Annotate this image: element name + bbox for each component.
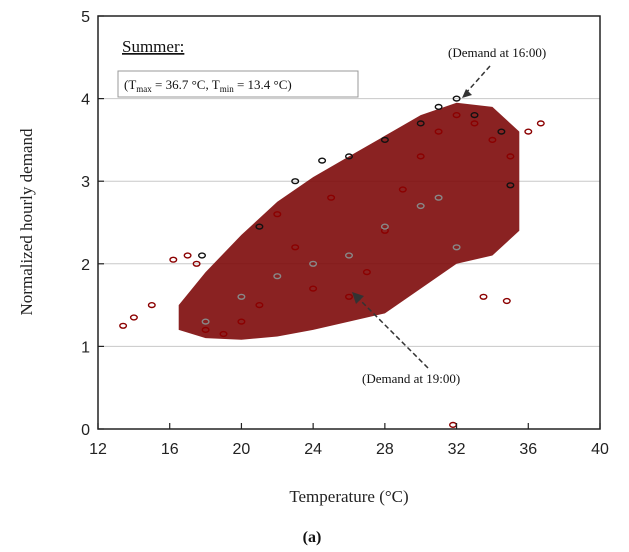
annotation-16h-arrow [465, 65, 491, 94]
annotation-16h: (Demand at 16:00) [448, 45, 546, 60]
data-point-series-0 [488, 136, 497, 144]
x-tick-label: 20 [233, 441, 251, 458]
y-axis-title: Normalized hourly demand [17, 128, 36, 315]
data-point-series-1 [255, 223, 264, 230]
x-tick-label: 32 [448, 441, 466, 458]
data-point-series-2 [237, 293, 246, 300]
y-tick-label: 0 [81, 422, 90, 439]
panel-label: (a) [303, 529, 322, 546]
data-point-series-1 [497, 128, 506, 135]
data-point-series-0 [416, 153, 425, 160]
annotation-19h-arrow [357, 297, 429, 369]
data-point-series-2 [416, 202, 425, 210]
x-axis-title: Temperature (°C) [289, 487, 408, 506]
data-points [119, 95, 545, 429]
data-point-series-0 [345, 293, 354, 300]
plot-frame [97, 15, 601, 430]
data-point-series-0 [327, 194, 336, 201]
data-point-series-0 [434, 128, 443, 135]
data-point-series-1 [291, 178, 300, 185]
data-point-series-0 [452, 111, 461, 119]
data-point-series-2 [201, 318, 210, 325]
chart-subtitle: (Tmax = 36.7 °C, Tmin = 13.4 °C) [124, 77, 292, 94]
data-point-series-0 [362, 269, 371, 276]
data-point-series-1 [380, 136, 389, 144]
x-tick-label: 16 [161, 441, 179, 458]
y-tick-label: 3 [81, 174, 90, 191]
data-point-series-0 [502, 297, 511, 305]
data-point-series-1 [506, 182, 515, 189]
data-point-series-0 [183, 252, 192, 259]
density-cloud [178, 102, 520, 340]
annotation-19h: (Demand at 19:00) [362, 371, 460, 386]
data-point-series-0 [470, 120, 479, 127]
subtitle-open: (T [124, 77, 136, 92]
subtitle-mid: = 36.7 °C, T [152, 77, 220, 92]
x-axis-ticks: 12 16 20 24 28 32 36 40 [89, 423, 609, 458]
data-point-series-0 [147, 302, 156, 309]
data-point-series-0 [169, 256, 178, 263]
data-point-series-0 [506, 153, 515, 160]
x-tick-label: 12 [89, 441, 107, 458]
subtitle-close: = 13.4 °C) [234, 77, 292, 92]
data-point-series-1 [197, 252, 206, 259]
data-point-series-1 [452, 95, 461, 102]
y-tick-label: 1 [81, 339, 90, 356]
data-point-series-0 [309, 285, 318, 292]
data-point-series-2 [380, 223, 389, 230]
data-point-series-0 [192, 260, 201, 267]
y-tick-label: 5 [81, 9, 90, 26]
data-point-series-0 [129, 314, 138, 321]
data-point-series-2 [309, 260, 318, 267]
data-point-series-1 [434, 103, 443, 111]
dense-region [178, 102, 520, 340]
x-tick-label: 24 [304, 441, 322, 458]
data-point-series-1 [318, 157, 327, 164]
subtitle-box [117, 70, 359, 98]
data-point-series-0 [479, 293, 488, 300]
data-point-series-0 [119, 322, 128, 329]
x-tick-label: 36 [519, 441, 537, 458]
annotation-19h-arrowhead [352, 292, 364, 304]
data-point-series-0 [219, 330, 228, 338]
data-point-series-1 [345, 153, 354, 160]
data-point-series-0 [201, 326, 210, 334]
annotations: (Demand at 16:00) (Demand at 19:00) [352, 45, 546, 386]
subtitle-max-sub: max [136, 84, 152, 94]
data-point-series-0 [291, 244, 300, 251]
annotation-16h-arrowhead [462, 89, 472, 98]
chart-title: Summer: [122, 37, 184, 56]
data-point-series-0 [237, 318, 246, 325]
data-point-series-2 [345, 252, 354, 259]
x-tick-label: 28 [376, 441, 394, 458]
subtitle-min-sub: min [220, 84, 235, 94]
y-tick-label: 4 [81, 92, 90, 109]
data-point-series-2 [434, 194, 443, 201]
data-point-series-0 [536, 120, 545, 127]
y-axis-ticks: 0 1 2 3 4 5 [81, 9, 104, 439]
data-point-series-0 [398, 186, 407, 193]
data-point-series-1 [416, 120, 425, 127]
data-point-series-1 [470, 111, 479, 119]
data-point-series-2 [273, 273, 282, 280]
y-tick-label: 2 [81, 257, 90, 274]
data-point-series-0 [255, 302, 264, 309]
data-point-series-2 [452, 244, 461, 251]
x-tick-label: 40 [591, 441, 609, 458]
data-point-series-0 [273, 211, 282, 218]
data-point-series-0 [524, 128, 533, 135]
